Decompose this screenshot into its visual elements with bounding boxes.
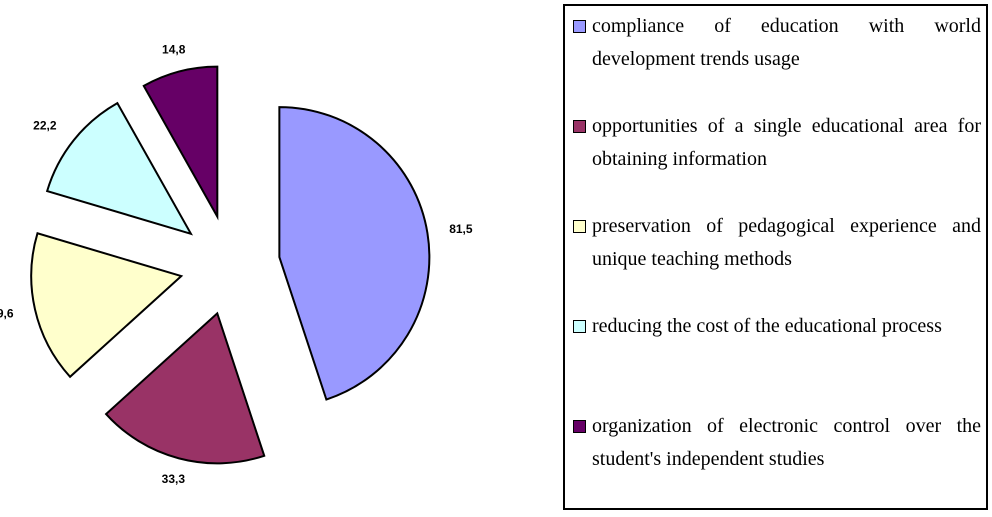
legend-marker [573,20,586,33]
legend-label: organization of electronic control over … [592,415,981,470]
legend: compliance of education with world devel… [563,4,988,510]
legend-entry: compliance of education with world devel… [573,10,981,76]
legend-marker [573,420,586,433]
pie-slice [278,106,431,401]
pie-slice [30,232,184,379]
pie-slice [104,311,266,465]
legend-marker [573,220,586,233]
legend-label: reducing the cost of the educational pro… [592,315,942,337]
legend-label: preservation of pedagogical experience a… [592,215,981,270]
legend-marker [573,320,586,333]
chart: 81,5 33,3 29,6 22,2 14,8 [0,42,473,486]
legend-marker [573,120,586,133]
pie-slice [142,65,219,221]
legend-entry: preservation of pedagogical experience a… [573,210,981,276]
pie-slice [45,101,194,236]
legend-entry: organization of electronic control over … [573,410,981,476]
data-label: 22,2 [33,119,57,133]
data-label: 81,5 [449,222,473,236]
data-label: 33,3 [162,472,186,486]
legend-label: opportunities of a single educational ar… [592,115,981,170]
legend-label: compliance of education with world devel… [592,15,981,70]
legend-entry: reducing the cost of the educational pro… [573,310,981,343]
data-label: 29,6 [0,306,14,320]
legend-entry: opportunities of a single educational ar… [573,110,981,176]
data-label: 14,8 [162,42,186,56]
